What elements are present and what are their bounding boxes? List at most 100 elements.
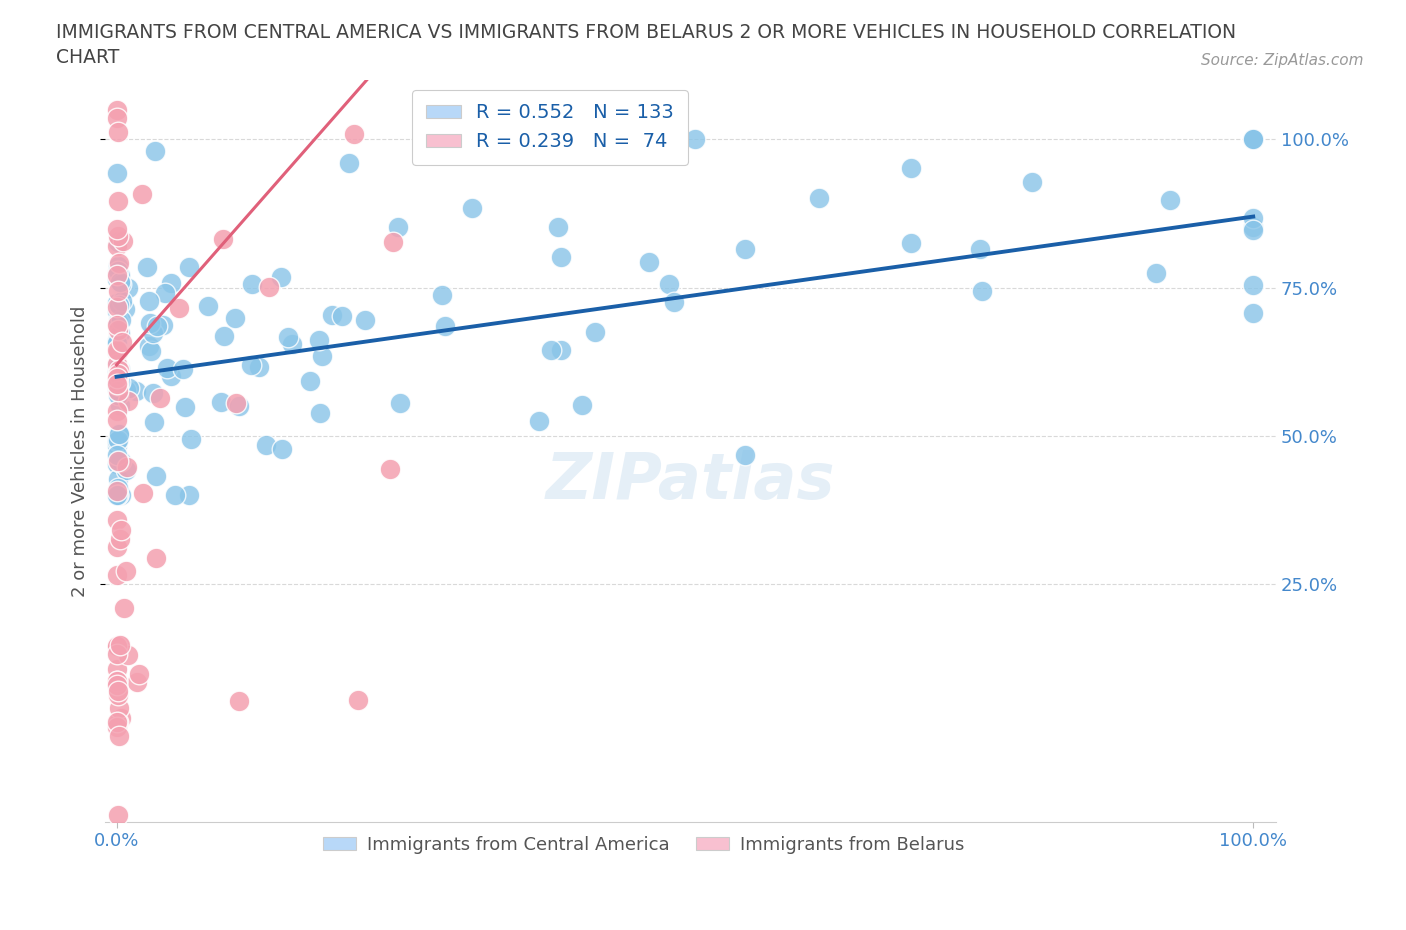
Point xyxy=(131,187,153,202)
Point xyxy=(105,299,128,314)
Point xyxy=(107,388,129,403)
Point xyxy=(117,648,139,663)
Point xyxy=(108,398,131,413)
Point xyxy=(105,678,128,693)
Point xyxy=(110,312,132,327)
Point xyxy=(107,638,129,653)
Point xyxy=(529,413,551,428)
Point xyxy=(387,219,409,234)
Point xyxy=(105,336,128,351)
Point xyxy=(107,264,129,279)
Point xyxy=(138,339,160,353)
Point xyxy=(298,374,321,389)
Point xyxy=(138,294,160,309)
Point xyxy=(107,384,129,399)
Point xyxy=(105,512,128,527)
Point xyxy=(808,191,831,206)
Point xyxy=(1021,175,1043,190)
Point xyxy=(105,268,128,283)
Point xyxy=(1241,223,1264,238)
Point xyxy=(110,276,132,291)
Point xyxy=(105,673,128,688)
Point xyxy=(105,433,128,448)
Point xyxy=(107,317,129,332)
Point xyxy=(115,564,138,578)
Point xyxy=(228,694,250,709)
Point xyxy=(117,281,139,296)
Y-axis label: 2 or more Vehicles in Household: 2 or more Vehicles in Household xyxy=(72,305,89,596)
Point xyxy=(142,326,165,340)
Point xyxy=(146,319,169,334)
Point xyxy=(105,342,128,357)
Point xyxy=(105,484,128,498)
Point xyxy=(105,378,128,392)
Point xyxy=(177,259,200,274)
Point xyxy=(550,342,572,357)
Point xyxy=(434,318,457,333)
Text: CHART: CHART xyxy=(56,48,120,67)
Point xyxy=(1241,132,1264,147)
Point xyxy=(107,453,129,468)
Point xyxy=(115,463,138,478)
Point xyxy=(209,394,232,409)
Point xyxy=(583,325,606,339)
Point xyxy=(311,349,333,364)
Point xyxy=(343,127,366,142)
Point xyxy=(662,294,685,309)
Point xyxy=(637,254,659,269)
Point xyxy=(173,399,195,414)
Point xyxy=(125,383,148,398)
Point xyxy=(107,328,129,343)
Point xyxy=(105,404,128,418)
Point xyxy=(1159,193,1181,207)
Point xyxy=(107,432,129,447)
Point xyxy=(105,661,128,676)
Point xyxy=(115,459,138,474)
Point xyxy=(107,325,129,339)
Point xyxy=(105,376,128,391)
Point xyxy=(247,359,270,374)
Point xyxy=(149,391,172,405)
Point xyxy=(734,447,756,462)
Point xyxy=(105,303,128,318)
Point xyxy=(108,363,131,378)
Point xyxy=(105,369,128,384)
Point xyxy=(108,362,131,377)
Point xyxy=(107,256,129,271)
Point xyxy=(107,488,129,503)
Point xyxy=(540,342,562,357)
Point xyxy=(900,236,922,251)
Text: ZIPatlas: ZIPatlas xyxy=(546,449,835,512)
Point xyxy=(105,457,128,472)
Point xyxy=(172,362,194,377)
Point xyxy=(270,442,292,457)
Point xyxy=(141,385,163,400)
Point xyxy=(156,361,179,376)
Point xyxy=(254,438,277,453)
Point xyxy=(139,315,162,330)
Point xyxy=(105,488,128,503)
Point xyxy=(139,343,162,358)
Point xyxy=(110,488,132,503)
Point xyxy=(107,359,129,374)
Point xyxy=(105,370,128,385)
Point xyxy=(114,382,136,397)
Point xyxy=(105,539,128,554)
Point xyxy=(105,438,128,453)
Point xyxy=(107,344,129,359)
Point xyxy=(107,344,129,359)
Point xyxy=(145,469,167,484)
Point xyxy=(145,551,167,565)
Point xyxy=(108,298,131,312)
Point xyxy=(347,693,370,708)
Point xyxy=(281,337,304,352)
Point xyxy=(1144,265,1167,280)
Point xyxy=(107,284,129,299)
Point xyxy=(125,674,148,689)
Point xyxy=(107,314,129,329)
Point xyxy=(110,454,132,469)
Point xyxy=(107,259,129,273)
Point xyxy=(114,301,136,316)
Point xyxy=(277,330,299,345)
Text: IMMIGRANTS FROM CENTRAL AMERICA VS IMMIGRANTS FROM BELARUS 2 OR MORE VEHICLES IN: IMMIGRANTS FROM CENTRAL AMERICA VS IMMIG… xyxy=(56,23,1236,42)
